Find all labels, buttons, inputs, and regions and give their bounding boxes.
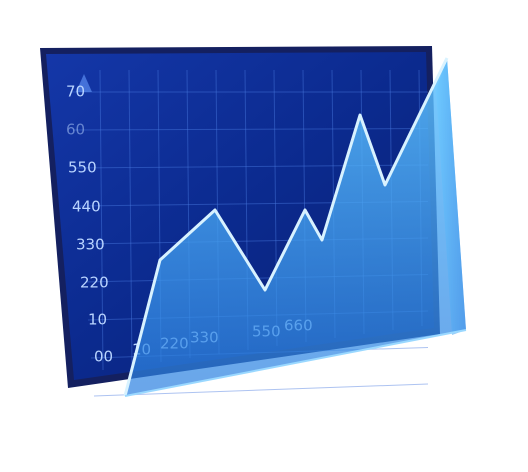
y-label: 70	[66, 83, 85, 101]
y-label: 550	[68, 159, 97, 177]
y-label: 440	[72, 198, 101, 216]
area-side	[436, 58, 466, 335]
grid-line	[99, 69, 104, 371]
y-label: 330	[76, 236, 105, 254]
area-edge	[124, 329, 467, 397]
y-label: 220	[80, 274, 109, 292]
y-labels: 70 60 550 440 330 220 10 00	[66, 83, 113, 366]
chart-area	[125, 58, 466, 396]
y-label: 60	[66, 121, 85, 139]
chart-line	[123, 57, 449, 397]
y-label: 00	[94, 348, 113, 366]
grid-line	[128, 69, 133, 367]
axis-arrow	[76, 74, 92, 92]
grid-line	[93, 383, 429, 397]
y-label: 10	[88, 311, 107, 329]
grid-line	[72, 128, 429, 131]
